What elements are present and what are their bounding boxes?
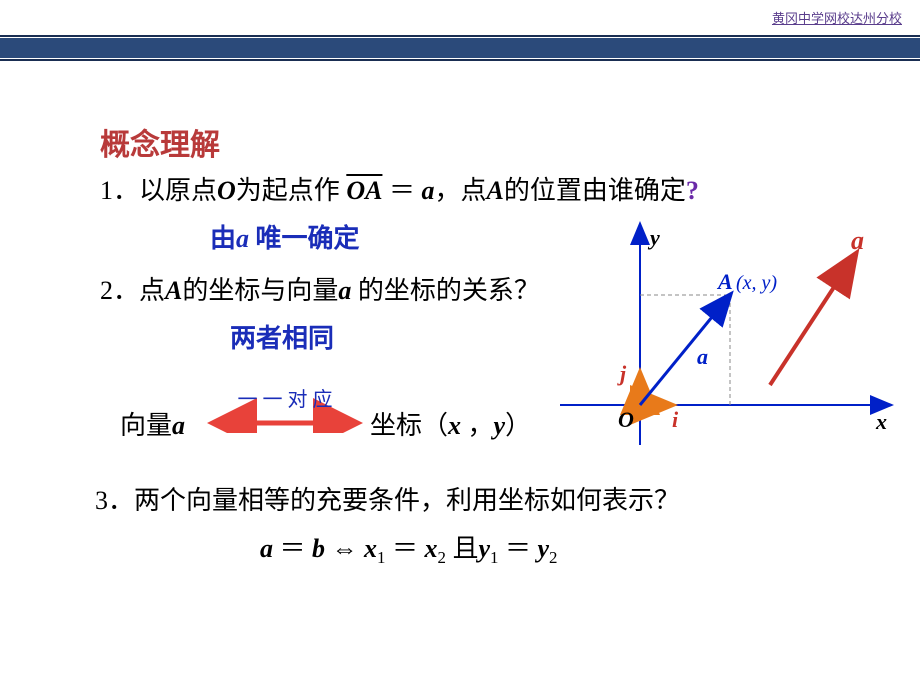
iff: ⇔ (325, 534, 364, 563)
var-a: a (172, 411, 185, 440)
txt: 的坐标的关系？ (351, 276, 540, 305)
txt: 由 (210, 224, 236, 253)
item-1-answer: 由a 唯一确定 (210, 218, 360, 255)
eq: ＝ (385, 534, 424, 563)
coordinate-diagram: y x Oi j a a A(x, y) (560, 215, 900, 445)
arrow-label: 一 一 对 应 (238, 388, 333, 411)
txt: 为起点作 (236, 176, 347, 205)
qmark: ? (686, 176, 699, 205)
x1: x (364, 534, 377, 563)
svg-text:(x, y): (x, y) (736, 272, 777, 294)
double-arrow: 一 一 对 应 (205, 388, 365, 433)
eq: ＝ (273, 534, 312, 563)
txt: ，点 (434, 176, 486, 205)
svg-text:a: a (697, 344, 708, 369)
svg-text:i: i (672, 407, 679, 432)
var-b: b (312, 534, 325, 563)
item-2-question: 2．点A的坐标与向量a 的坐标的关系？ (100, 270, 540, 307)
txt: 的位置由谁确定 (504, 176, 686, 205)
correspondence-left: 向量a (120, 405, 185, 442)
s4: 2 (549, 548, 557, 567)
svg-text:a: a (851, 226, 864, 255)
svg-text:A: A (716, 269, 733, 294)
section-title: 概念理解 (100, 120, 920, 164)
var-a: a (421, 176, 434, 205)
eq: ＝ (498, 534, 537, 563)
y2: y (537, 534, 549, 563)
svg-text:O: O (618, 407, 634, 432)
txt: ） (505, 411, 531, 440)
s2: 2 (437, 548, 445, 567)
y1: y (478, 534, 490, 563)
txt: 2．点 (100, 276, 165, 305)
var-y: y (494, 411, 506, 440)
txt: 坐标（ (370, 411, 448, 440)
txt: 的坐标与向量 (182, 276, 338, 305)
vector-OA: OA (346, 176, 382, 205)
svg-text:x: x (875, 409, 887, 434)
var-O: O (217, 176, 236, 205)
item-2-answer: 两者相同 (230, 318, 334, 355)
item-3-question: 3．两个向量相等的充要条件，利用坐标如何表示？ (95, 480, 680, 517)
svg-text:j: j (617, 361, 627, 386)
x2: x (424, 534, 437, 563)
item-3-equation: a ＝ b ⇔ x1 ＝ x2 且y1 ＝ y2 (260, 528, 557, 568)
txt: ， (461, 411, 494, 440)
var-A: A (165, 276, 182, 305)
correspondence-right: 坐标（x ，y） (370, 405, 531, 442)
and: 且 (446, 534, 479, 563)
var-x: x (448, 411, 461, 440)
header-link[interactable]: 黄冈中学网校达州分校 (772, 8, 902, 27)
header-bar (0, 38, 920, 58)
svg-text:y: y (647, 225, 660, 250)
txt: 1．以原点 (100, 176, 217, 205)
slide-content: 概念理解 1．以原点O为起点作 OA ＝ a，点A的位置由谁确定? 由a 唯一确… (0, 70, 920, 164)
var-a: a (236, 224, 249, 253)
txt: 向量 (120, 411, 172, 440)
var-A: A (486, 176, 503, 205)
var-a: a (338, 276, 351, 305)
eq: ＝ (382, 176, 421, 205)
txt: 唯一确定 (249, 224, 360, 253)
item-1-question: 1．以原点O为起点作 OA ＝ a，点A的位置由谁确定? (100, 170, 699, 207)
var-a: a (260, 534, 273, 563)
